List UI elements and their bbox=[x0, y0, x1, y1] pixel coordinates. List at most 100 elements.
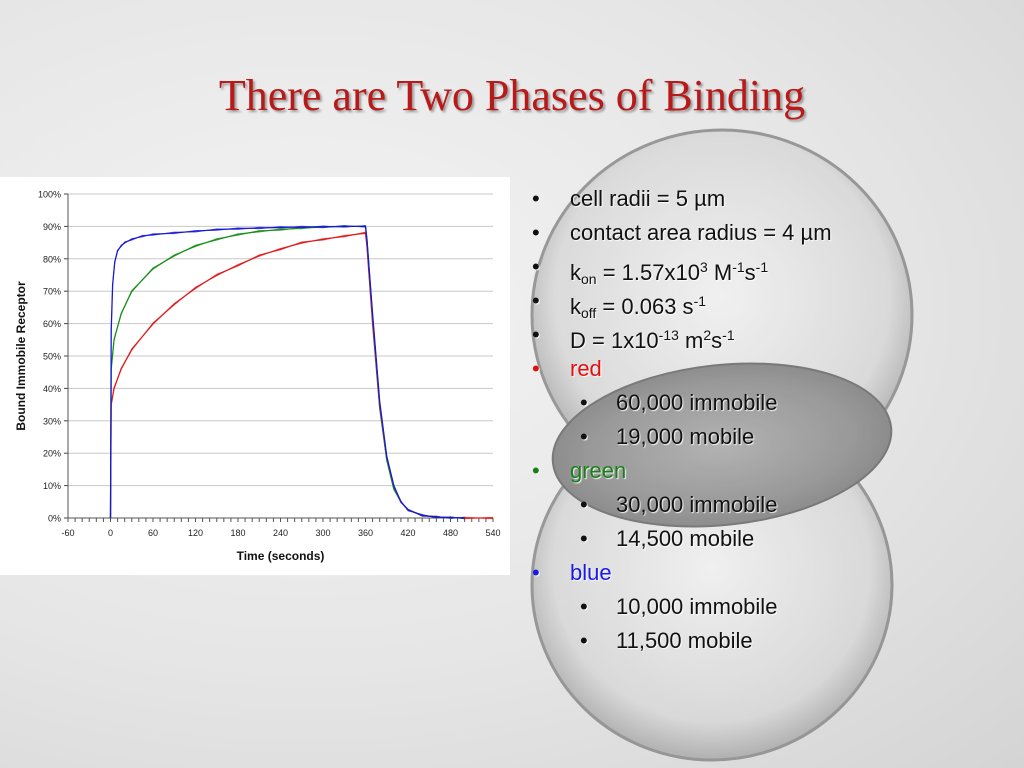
x-tick-label: 540 bbox=[485, 528, 500, 538]
bullet-text: 10,000 immobile bbox=[616, 594, 778, 619]
bullet-marker: • bbox=[532, 254, 540, 279]
bullet-item: • cell radii = 5 µm bbox=[528, 182, 1008, 216]
bullet-text: 30,000 immobile bbox=[616, 492, 778, 517]
bullet-text-part: 2 bbox=[703, 327, 712, 343]
cell-pair-image bbox=[530, 128, 914, 762]
series-replicate-1-1 bbox=[110, 225, 465, 519]
x-axis-title: Time (seconds) bbox=[237, 549, 325, 563]
series-replicate-2-0 bbox=[110, 225, 465, 520]
bullet-text: cell radii = 5 µm bbox=[570, 182, 725, 216]
y-tick-label: 30% bbox=[43, 416, 61, 426]
y-tick-label: 100% bbox=[38, 190, 61, 200]
series-replicate-0-1 bbox=[110, 233, 494, 520]
x-tick-label: 120 bbox=[188, 528, 203, 538]
y-tick-label: 10% bbox=[43, 481, 61, 491]
bullet-text-part: s bbox=[711, 328, 723, 353]
x-tick-label: 360 bbox=[358, 528, 373, 538]
x-tick-label: 240 bbox=[273, 528, 288, 538]
bullet-text-part: µ bbox=[800, 220, 814, 245]
bullet-item: • kon = 1.57x103 M-1s-1 bbox=[528, 250, 1008, 287]
x-tick-label: 0 bbox=[108, 528, 113, 538]
bullet-text-part: µ bbox=[694, 186, 707, 211]
bullet-text-part: m bbox=[678, 328, 704, 353]
bullet-marker: • bbox=[580, 594, 588, 619]
series-line-2 bbox=[109, 225, 465, 519]
bullet-text: green bbox=[570, 458, 627, 483]
bullet-marker: • bbox=[580, 526, 588, 551]
x-tick-label: 300 bbox=[315, 528, 330, 538]
bullet-marker: • bbox=[532, 458, 540, 483]
bullet-text: 14,500 mobile bbox=[616, 526, 755, 551]
bullet-text-part: s bbox=[744, 260, 756, 285]
bullet-text-part: k bbox=[570, 294, 581, 319]
bullet-text-part: m bbox=[706, 186, 726, 211]
bullet-text: contact area radius = 4 µm bbox=[570, 216, 832, 250]
bullet-text: red bbox=[570, 356, 602, 381]
bullet-marker: • bbox=[532, 288, 540, 313]
y-tick-label: 70% bbox=[43, 287, 61, 297]
y-axis-title: Bound Immobile Receptor bbox=[14, 281, 28, 431]
sub-bullet-item: • 30,000 immobile bbox=[528, 488, 1008, 522]
bullet-text-part: -1 bbox=[722, 327, 735, 343]
bullet-text-part: -1 bbox=[693, 293, 707, 309]
y-tick-label: 80% bbox=[43, 254, 61, 264]
series-line-1 bbox=[109, 225, 465, 519]
series-replicate-0-0 bbox=[110, 231, 494, 520]
x-tick-label: 480 bbox=[443, 528, 458, 538]
sub-bullet-item: • 11,500 mobile bbox=[528, 624, 1008, 658]
bullet-item: • koff = 0.063 s-1 bbox=[528, 284, 1008, 321]
bullet-text-part: on bbox=[581, 271, 597, 287]
y-tick-label: 40% bbox=[43, 384, 61, 394]
bullet-text: D = 1x10-13 m2s-1 bbox=[570, 318, 735, 358]
bullet-text-part: k bbox=[570, 260, 581, 285]
bullet-text: blue bbox=[570, 560, 612, 585]
bullet-text-part: -1 bbox=[732, 259, 745, 275]
series-replicate-1-0 bbox=[110, 225, 465, 520]
x-tick-label: 420 bbox=[400, 528, 415, 538]
bullet-text: koff = 0.063 s-1 bbox=[570, 284, 706, 330]
bullet-text-part: D = 1x10 bbox=[570, 328, 659, 353]
sub-bullet-item: • 19,000 mobile bbox=[528, 420, 1008, 454]
y-tick-label: 20% bbox=[43, 449, 61, 459]
x-tick-label: -60 bbox=[61, 528, 74, 538]
bullet-text-part: off bbox=[581, 305, 597, 321]
sub-bullet-item: • 60,000 immobile bbox=[528, 386, 1008, 420]
bullet-marker: • bbox=[532, 356, 540, 381]
bullet-text: kon = 1.57x103 M-1s-1 bbox=[570, 250, 768, 296]
bullet-marker: • bbox=[580, 492, 588, 517]
bullet-text-part: -1 bbox=[755, 259, 769, 275]
bullet-item: • blue bbox=[528, 556, 1008, 590]
x-tick-label: 180 bbox=[230, 528, 245, 538]
bullet-text: 11,500 mobile bbox=[616, 628, 753, 653]
bullet-marker: • bbox=[532, 322, 540, 347]
chart-svg: 0% 10% 20% 30% 40% 50% 60% 70% 80% 90% 100% -60 0 60 1… bbox=[14, 190, 501, 564]
bullet-text-part: 3 bbox=[699, 259, 708, 275]
bullet-item: • D = 1x10-13 m2s-1 bbox=[528, 318, 1008, 353]
y-tick-label: 60% bbox=[43, 319, 61, 329]
y-tick-label: 0% bbox=[48, 514, 61, 524]
bullet-text-part: = 0.063 s bbox=[596, 294, 694, 319]
bullet-text-part: = 1.57x10 bbox=[596, 260, 700, 285]
slide-title: There are Two Phases of Binding bbox=[218, 71, 806, 120]
y-tick-label: 90% bbox=[43, 222, 61, 232]
bullet-item: • green bbox=[528, 454, 1008, 488]
bullet-list: • cell radii = 5 µm • contact area radius =… bbox=[528, 182, 1008, 658]
y-tick-label: 50% bbox=[43, 352, 61, 362]
series-line-0 bbox=[109, 232, 493, 519]
bullet-marker: • bbox=[532, 560, 540, 585]
bullet-text: 19,000 mobile bbox=[616, 424, 755, 449]
bullet-item: • red bbox=[528, 352, 1008, 386]
bullet-marker: • bbox=[532, 186, 540, 211]
bullet-text-part: m bbox=[813, 220, 832, 245]
bullet-marker: • bbox=[532, 220, 540, 245]
x-tick-label: 60 bbox=[148, 528, 158, 538]
bullet-text: 60,000 immobile bbox=[616, 390, 778, 415]
bullet-marker: • bbox=[580, 424, 588, 449]
binding-chart: 0% 10% 20% 30% 40% 50% 60% 70% 80% 90% 100% -60 0 60 1… bbox=[0, 177, 510, 575]
bullet-marker: • bbox=[580, 390, 588, 415]
series-replicate-2-1 bbox=[110, 225, 465, 519]
bullet-marker: • bbox=[580, 628, 588, 653]
bullet-item: • contact area radius = 4 µm bbox=[528, 216, 1008, 250]
bullet-text-part: M bbox=[707, 260, 733, 285]
